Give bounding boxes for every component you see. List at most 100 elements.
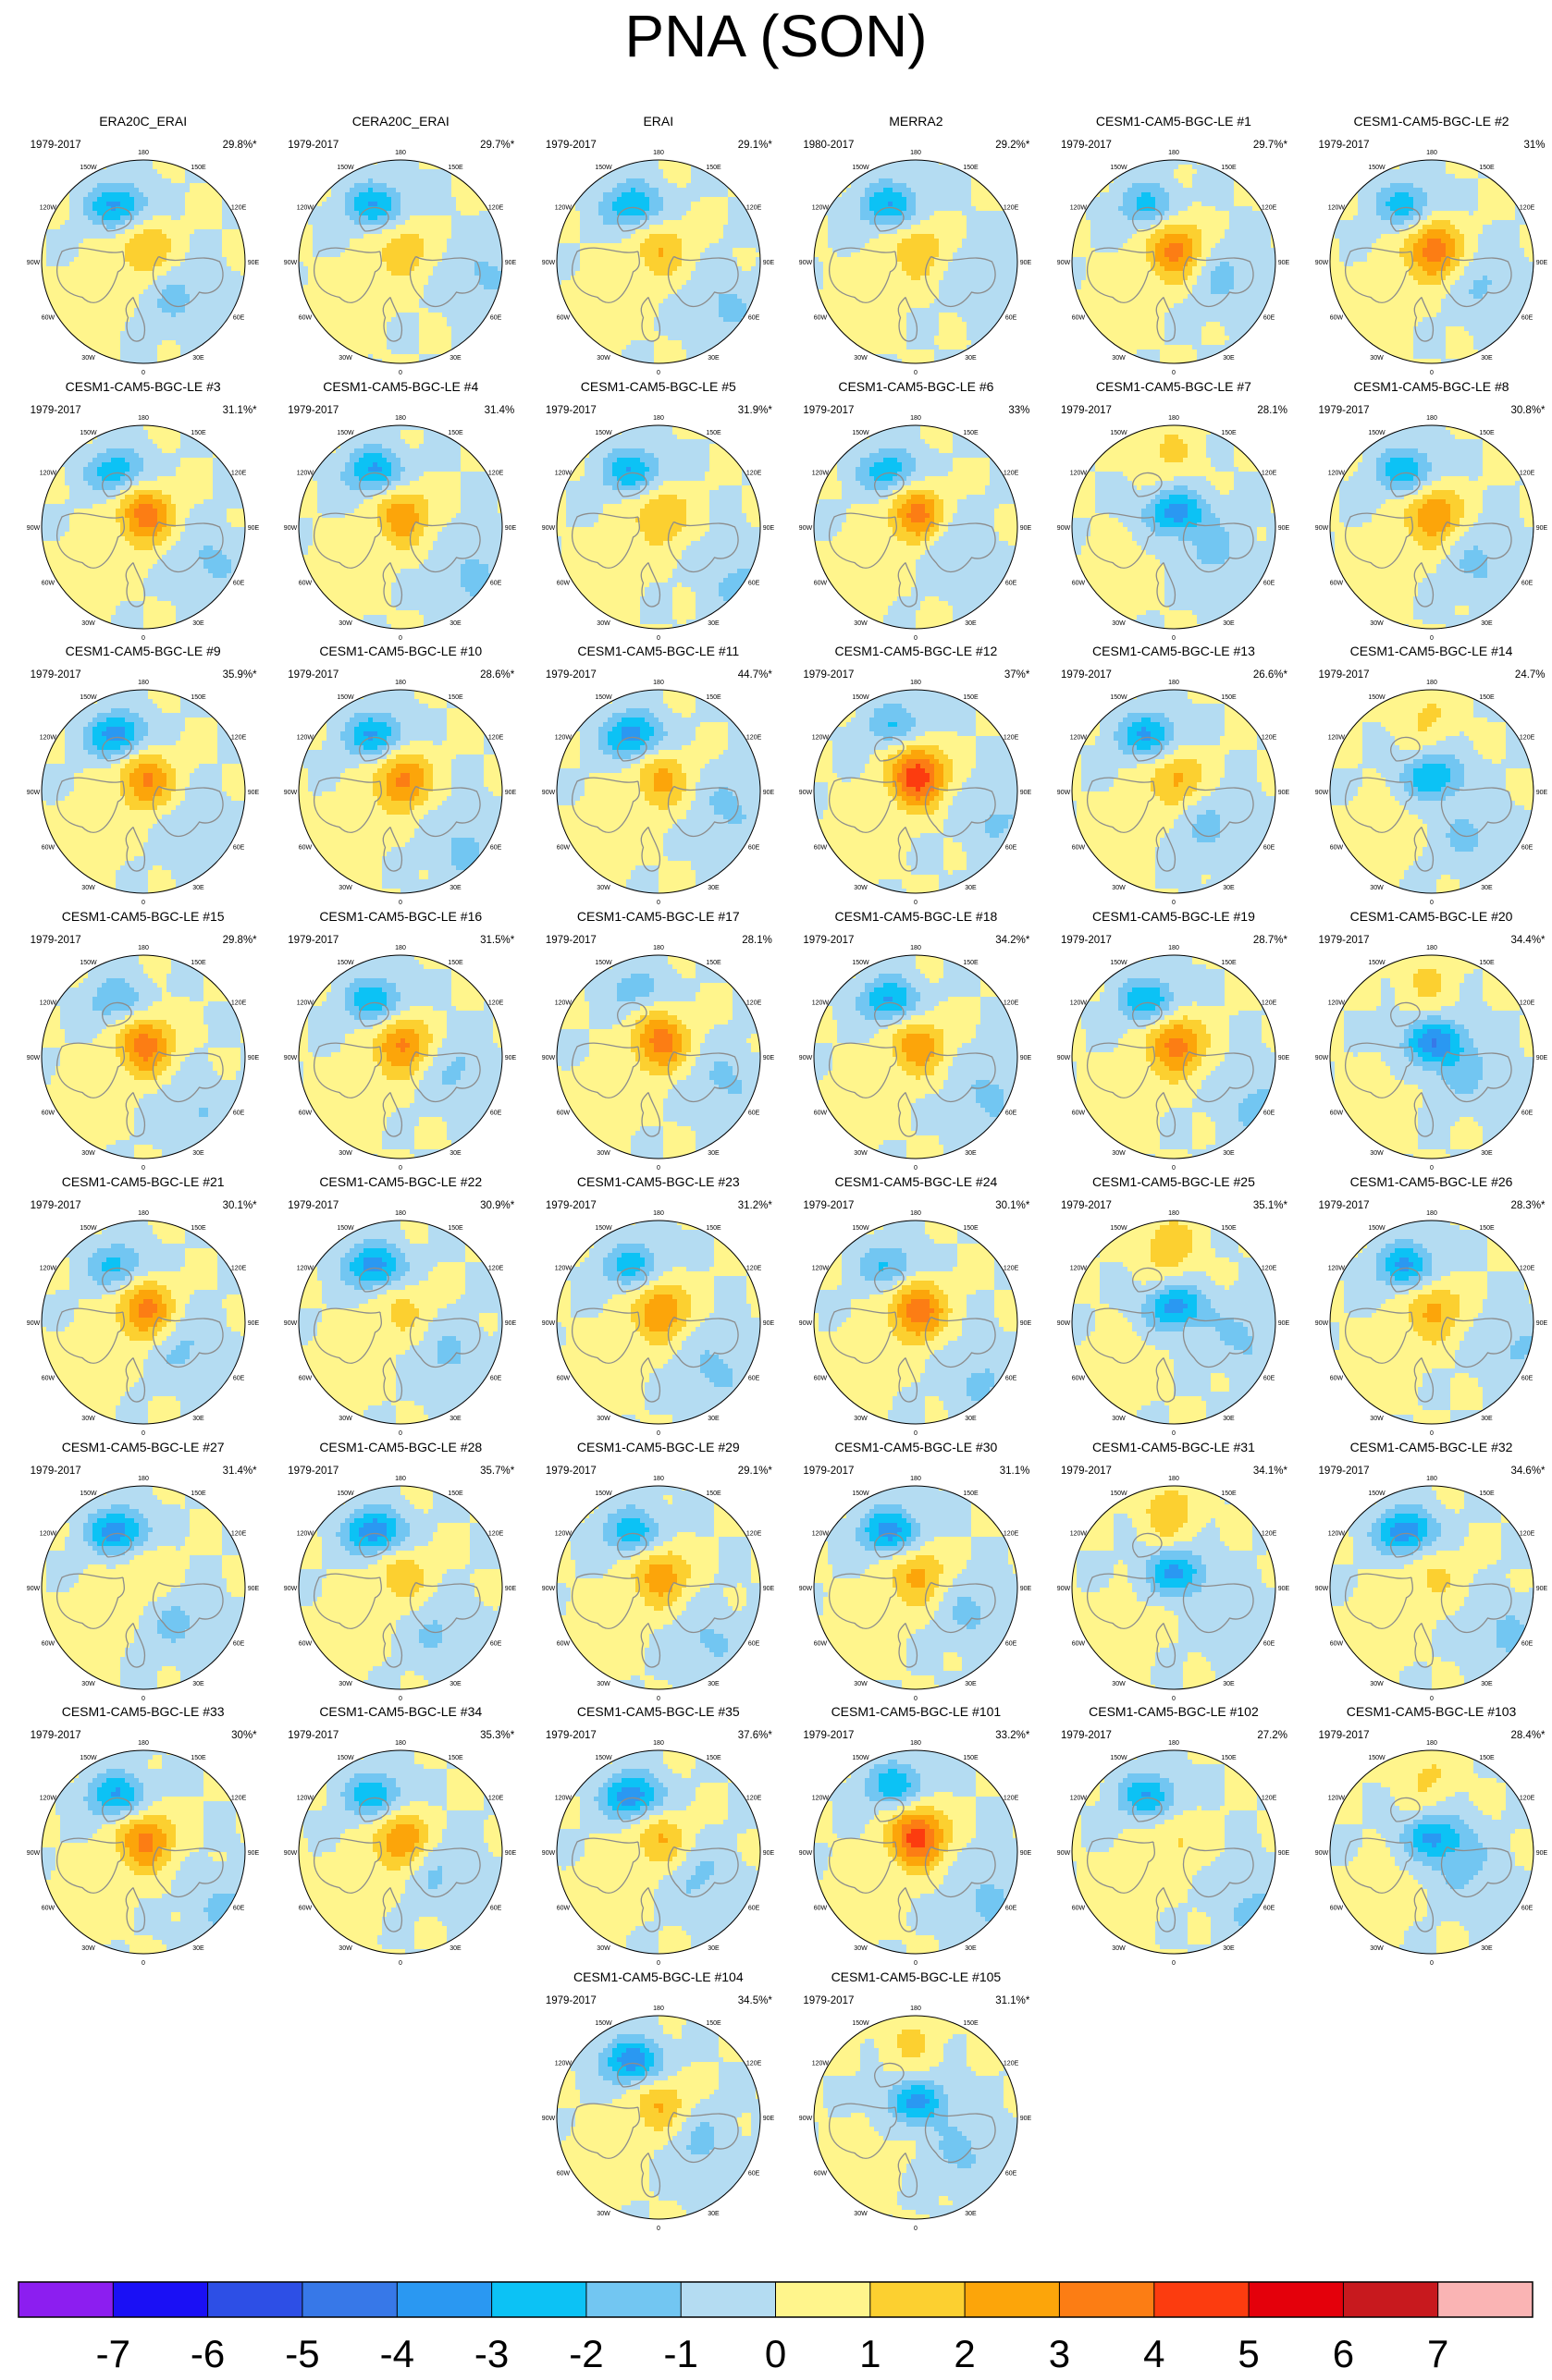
longitude-label: 90W (284, 1586, 298, 1592)
longitude-label: 30W (855, 1150, 868, 1157)
longitude-label: 120E (1004, 204, 1019, 211)
longitude-label: 150W (338, 165, 355, 171)
longitude-label: 60W (299, 580, 313, 586)
longitude-label: 30E (1481, 885, 1493, 891)
longitude-label: 30W (855, 885, 868, 891)
longitude-label: 150W (595, 2020, 612, 2027)
longitude-label: 120E (1519, 1265, 1534, 1271)
longitude-label: 60E (1005, 845, 1017, 852)
longitude-label: 60E (748, 1906, 760, 1912)
longitude-label: 150W (1110, 960, 1127, 966)
longitude-label: 120E (1004, 1000, 1019, 1007)
longitude-label: 120W (812, 1530, 830, 1537)
longitude-label: 90E (763, 1586, 775, 1592)
longitude-label: 60W (557, 2170, 571, 2177)
longitude-label: 90E (1535, 790, 1547, 796)
longitude-label: 180 (1168, 680, 1179, 686)
longitude-label: 90W (799, 1320, 813, 1327)
longitude-label: 150W (80, 1225, 97, 1232)
longitude-label: 180 (138, 1476, 149, 1482)
longitude-label: 90E (763, 1320, 775, 1327)
longitude-label: 0 (1430, 1696, 1434, 1702)
longitude-label: 180 (653, 1210, 664, 1217)
longitude-label: 30W (339, 1416, 353, 1422)
longitude-label: 150E (706, 960, 721, 966)
panel-title: CESM1-CAM5-BGC-LE #18 (791, 909, 1041, 924)
longitude-label: 30W (1370, 885, 1384, 891)
longitude-label: 90E (1278, 1586, 1290, 1592)
map-panel: CESM1-CAM5-BGC-LE #31 1979-2017 34.1%* 180 0… (1049, 1440, 1299, 1703)
longitude-label: 0 (142, 635, 145, 642)
longitude-label: 150E (191, 1225, 206, 1232)
anomaly-field (42, 955, 245, 1159)
longitude-label: 90E (1535, 525, 1547, 532)
longitude-label: 120W (812, 204, 830, 211)
longitude-label: 150W (338, 1755, 355, 1761)
longitude-label: 150E (449, 1755, 464, 1761)
longitude-label: 150W (853, 430, 870, 436)
longitude-label: 90W (1314, 1850, 1328, 1857)
longitude-label: 150W (1110, 1755, 1127, 1761)
longitude-label: 90E (763, 790, 775, 796)
longitude-label: 150E (191, 694, 206, 701)
colorbar-swatch (492, 2282, 587, 2317)
anomaly-field (1072, 1221, 1275, 1424)
colorbar-tick-label: -5 (285, 2332, 319, 2375)
longitude-label: 120W (39, 735, 56, 742)
panel-title: CESM1-CAM5-BGC-LE #30 (791, 1440, 1041, 1454)
longitude-label: 90W (799, 260, 813, 266)
longitude-label: 90W (1314, 525, 1328, 532)
longitude-label: 30E (450, 1945, 462, 1952)
longitude-label: 90W (799, 1055, 813, 1061)
colorbar-tick-label: -4 (380, 2332, 414, 2375)
longitude-label: 180 (1168, 415, 1179, 422)
longitude-label: 0 (399, 1960, 402, 1967)
longitude-label: 90E (505, 1586, 517, 1592)
longitude-label: 30W (1370, 1416, 1384, 1422)
longitude-label: 150E (1221, 1225, 1237, 1232)
panel-title: CESM1-CAM5-BGC-LE #13 (1049, 644, 1299, 658)
longitude-label: 60W (557, 314, 571, 321)
longitude-label: 30W (339, 620, 353, 627)
anomaly-field (1330, 425, 1534, 629)
colorbar-tick-label: 7 (1427, 2332, 1448, 2375)
longitude-label: 120W (812, 1265, 830, 1271)
map-panel: CESM1-CAM5-BGC-LE #9 1979-2017 35.9%* 180 0 9… (18, 644, 268, 907)
longitude-label: 120W (812, 1796, 830, 1802)
longitude-label: 60W (299, 1640, 313, 1647)
longitude-label: 60E (233, 580, 245, 586)
panel-title: CESM1-CAM5-BGC-LE #27 (18, 1440, 268, 1454)
longitude-label: 60W (557, 1640, 571, 1647)
longitude-label: 120E (488, 1000, 504, 1007)
longitude-label: 150E (964, 165, 979, 171)
longitude-label: 120W (1327, 1796, 1345, 1802)
longitude-label: 30E (1481, 1681, 1493, 1687)
longitude-label: 90E (763, 1055, 775, 1061)
longitude-label: 90E (1535, 1320, 1547, 1327)
longitude-label: 90E (1020, 1320, 1032, 1327)
colorbar-tick-label: -1 (664, 2332, 698, 2375)
longitude-label: 180 (911, 1740, 922, 1747)
map-panel: CESM1-CAM5-BGC-LE #103 1979-2017 28.4%* 180… (1307, 1704, 1552, 1968)
longitude-label: 60W (1072, 1375, 1086, 1381)
longitude-label: 150W (1368, 1755, 1386, 1761)
longitude-label: 180 (138, 150, 149, 156)
longitude-label: 90E (247, 790, 259, 796)
longitude-label: 30W (855, 2211, 868, 2217)
longitude-label: 120E (231, 1530, 247, 1537)
longitude-label: 120W (555, 2060, 573, 2067)
longitude-label: 30E (192, 1416, 204, 1422)
longitude-label: 90E (1020, 1055, 1032, 1061)
longitude-label: 150E (449, 1225, 464, 1232)
map-panel: CESM1-CAM5-BGC-LE #8 1979-2017 30.8%* 180 0 9… (1307, 379, 1552, 643)
longitude-label: 120W (297, 1796, 314, 1802)
longitude-label: 60E (233, 1110, 245, 1117)
